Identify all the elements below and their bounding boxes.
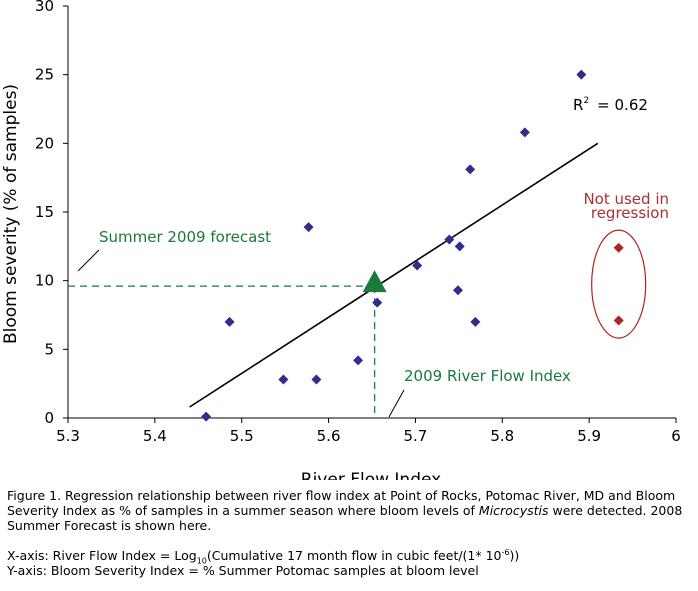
data-point xyxy=(311,374,322,385)
r2-superscript: 2 xyxy=(583,96,589,106)
flow-index-annotation: 2009 River Flow Index xyxy=(404,367,571,385)
x-tick-label: 5.6 xyxy=(317,427,341,445)
y-tick-label: 15 xyxy=(35,203,54,221)
data-point xyxy=(519,127,530,138)
data-point xyxy=(201,411,212,422)
flow-index-annotation-leader xyxy=(388,389,405,418)
data-point xyxy=(303,222,314,233)
data-point xyxy=(465,164,476,175)
data-point xyxy=(454,241,465,252)
y-axis-definition: Y-axis: Bloom Severity Index = % Summer … xyxy=(7,563,479,578)
excluded-points-ellipse xyxy=(591,229,647,339)
figure-description: Figure 1. Regression relationship betwee… xyxy=(7,488,693,533)
caption-text-2: were detected. 2008 Summer Forecast is s… xyxy=(7,503,683,533)
regression-line xyxy=(189,142,599,408)
x-tick-label: 5.9 xyxy=(577,427,601,445)
r2-letter: R xyxy=(573,96,583,114)
x-tick-label: 5.8 xyxy=(490,427,514,445)
caption-species: Microcystis xyxy=(478,503,549,518)
axes xyxy=(63,5,677,423)
forecast-triangle-marker xyxy=(362,270,387,293)
y-axis-title: Bloom severity (% of samples) xyxy=(1,84,21,344)
excluded-annotation-line2: regression xyxy=(591,204,669,222)
scatter-chart: 5.3 5.4 5.5 5.6 5.7 5.8 5.9 6 0 5 10 15 20 25 30 River… xyxy=(1,0,681,480)
data-point xyxy=(576,69,587,80)
xaxis-def-sub: 10 xyxy=(196,556,207,566)
y-tick-label: 5 xyxy=(44,340,54,358)
data-point xyxy=(470,316,481,327)
excluded-annotation-line1: Not used in xyxy=(583,190,669,208)
y-tick-label: 20 xyxy=(35,134,54,152)
y-tick-label: 0 xyxy=(44,409,54,427)
y-tick-label: 10 xyxy=(35,272,54,290)
x-axis-title: River Flow Index xyxy=(301,470,441,480)
xaxis-def-sup: -6 xyxy=(501,547,510,557)
data-point xyxy=(353,355,364,366)
xaxis-def-pre: X-axis: River Flow Index = Log xyxy=(7,548,197,563)
xaxis-def-post: )) xyxy=(509,548,520,563)
forecast-annotation: Summer 2009 forecast xyxy=(99,228,271,246)
data-point xyxy=(452,285,463,296)
y-tick-label: 25 xyxy=(35,66,54,84)
data-point xyxy=(412,260,423,271)
y-tick-label: 30 xyxy=(35,0,54,15)
data-point xyxy=(224,316,235,327)
x-tick-label: 5.4 xyxy=(143,427,167,445)
marks xyxy=(68,69,647,422)
x-tick-label: 5.7 xyxy=(403,427,427,445)
forecast-annotation-leader xyxy=(77,249,100,272)
caption-text-1: Figure 1. Regression relationship betwee… xyxy=(7,488,676,518)
figure-caption: Figure 1. Regression relationship betwee… xyxy=(7,488,693,578)
x-tick-label: 6 xyxy=(671,427,681,445)
data-point xyxy=(372,297,383,308)
x-axis-definition: X-axis: River Flow Index = Log10(Cumulat… xyxy=(7,547,693,566)
xaxis-def-mid: (Cumulative 17 month flow in cubic feet/… xyxy=(206,548,502,563)
excluded-data-point xyxy=(613,315,624,326)
r2-value: = 0.62 xyxy=(597,96,648,114)
data-point xyxy=(444,234,455,245)
x-tick-label: 5.3 xyxy=(56,427,80,445)
r2-label: R2 = 0.62 xyxy=(573,96,648,114)
data-point xyxy=(278,374,289,385)
x-tick-label: 5.5 xyxy=(230,427,254,445)
excluded-data-point xyxy=(613,242,624,253)
tick-labels: 5.3 5.4 5.5 5.6 5.7 5.8 5.9 6 0 5 10 15 20 25 30 xyxy=(35,0,681,445)
